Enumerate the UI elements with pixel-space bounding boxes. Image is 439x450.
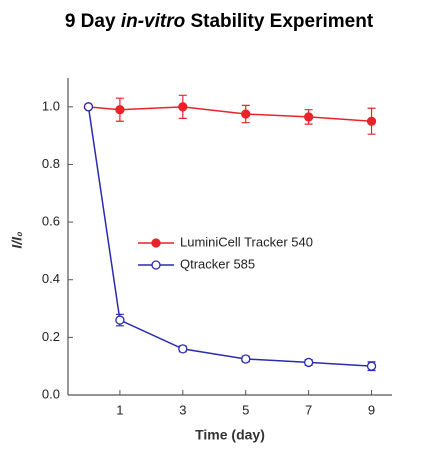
title-part: in-vitro	[121, 11, 185, 32]
data-point	[303, 357, 314, 368]
title-part: Stability Experiment	[190, 11, 373, 32]
legend-label: Qtracker 585	[180, 256, 255, 271]
x-tick-label: 1	[116, 402, 123, 417]
y-tick-label: 1.0	[42, 98, 60, 113]
data-point	[178, 344, 188, 354]
x-tick-label: 7	[305, 402, 312, 417]
title-part: 9 Day	[65, 11, 116, 32]
data-point	[303, 112, 314, 122]
data-point	[241, 354, 251, 364]
x-tick-label: 5	[242, 402, 249, 417]
y-tick-label: 0.4	[42, 271, 60, 286]
series-line	[88, 106, 372, 122]
data-point	[366, 116, 377, 126]
data-point	[83, 102, 94, 112]
data-point	[366, 361, 377, 371]
x-axis-label: Time (day)	[195, 427, 265, 443]
y-tick-label: 0.6	[42, 214, 60, 229]
data-point	[178, 102, 188, 112]
series-line	[87, 106, 372, 367]
data-point	[241, 109, 251, 119]
y-tick-label: 0.8	[42, 156, 60, 171]
x-tick-label: 9	[368, 402, 375, 417]
y-axis-label: I/I₀	[9, 231, 25, 249]
data-point	[115, 315, 125, 325]
legend-label: LuminiCell Tracker 540	[180, 234, 313, 249]
y-tick-label: 0.2	[42, 329, 60, 344]
y-tick-label: 0.0	[42, 386, 60, 401]
legend-marker	[151, 238, 161, 248]
legend-marker	[151, 260, 161, 270]
chart-title: 9 Day in-vitro Stability Experiment	[65, 11, 374, 32]
data-point	[115, 105, 125, 115]
x-tick-label: 3	[179, 402, 186, 417]
